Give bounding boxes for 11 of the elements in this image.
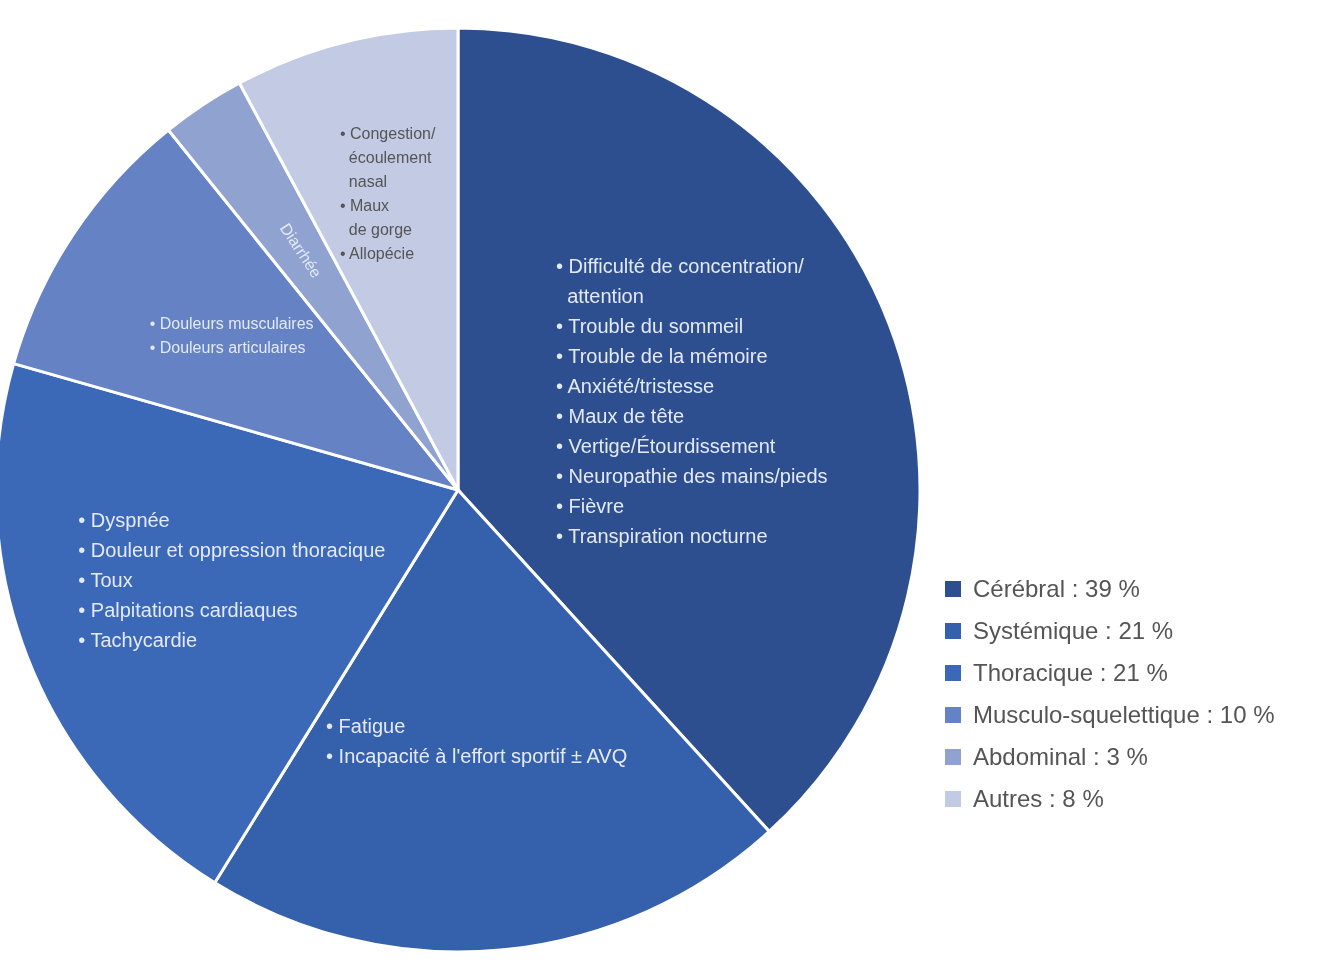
text: • Douleurs musculaires • Douleurs articulaires [149, 315, 314, 357]
legend-label: Musculo-squelettique : 10 % [973, 701, 1275, 729]
text: • Dyspnée • Douleur et oppression thoracique • Toux • Palpitations cardiaques • Tachycardie [78, 509, 386, 652]
legend-label: Abdominal : 3 % [973, 743, 1148, 771]
legend-label: Thoracique : 21 % [973, 659, 1168, 687]
text: • Congestion/ écoulement nasal • Maux de gorge • Allopécie [339, 124, 436, 262]
text: • Fatigue • Incapacité à l'effort sportif ± AVQ [326, 715, 628, 768]
legend-label: Cérébral : 39 % [973, 575, 1140, 603]
legend-label: Systémique : 21 % [973, 617, 1174, 645]
legend-label: Autres : 8 % [973, 785, 1104, 813]
text: • Difficulté de concentration/ attention • Trouble du sommeil • Trouble de la mémoire • Anxiété/tristesse • Maux de tête • Vertige/Étourdissement • Neuropathie des mains/pieds • Fièvre • Transpiration nocturne [556, 255, 828, 548]
